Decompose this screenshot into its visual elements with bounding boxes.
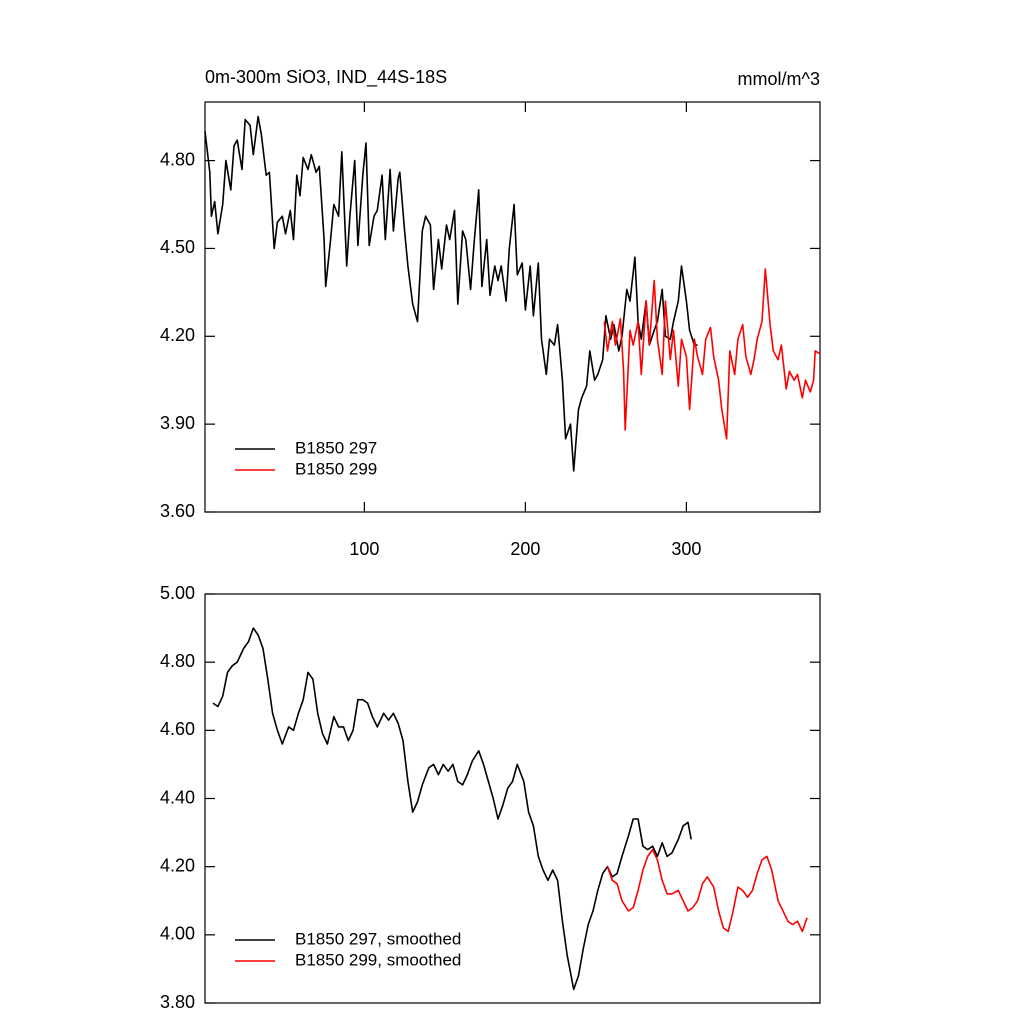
x-tick-label: 300 bbox=[671, 539, 701, 559]
y-tick-label: 4.40 bbox=[160, 787, 195, 807]
plot-frame bbox=[204, 101, 821, 513]
chart-title: 0m-300m SiO3, IND_44S-18S bbox=[205, 67, 447, 88]
y-tick-label: 4.50 bbox=[160, 237, 195, 257]
series-line bbox=[204, 115, 698, 472]
y-tick-label: 4.80 bbox=[160, 149, 195, 169]
legend-label: B1850 299 bbox=[295, 459, 377, 478]
series-line bbox=[606, 848, 808, 933]
y-tick-label: 5.00 bbox=[160, 583, 195, 603]
legend-label: B1850 297 bbox=[295, 438, 377, 457]
y-tick-label: 3.60 bbox=[160, 501, 195, 521]
units-label: mmol/m^3 bbox=[738, 69, 820, 89]
x-tick-label: 200 bbox=[510, 539, 540, 559]
y-tick-label: 4.60 bbox=[160, 719, 195, 739]
y-tick-label: 4.20 bbox=[160, 325, 195, 345]
y-tick-label: 4.80 bbox=[160, 651, 195, 671]
series-line bbox=[212, 627, 692, 991]
y-tick-label: 3.80 bbox=[160, 992, 195, 1012]
legend-label: B1850 299, smoothed bbox=[295, 950, 461, 969]
legend-label: B1850 297, smoothed bbox=[295, 929, 461, 948]
y-tick-label: 4.20 bbox=[160, 855, 195, 875]
y-tick-label: 4.00 bbox=[160, 924, 195, 944]
x-tick-label: 100 bbox=[349, 539, 379, 559]
y-tick-label: 3.90 bbox=[160, 413, 195, 433]
series-line bbox=[603, 268, 821, 440]
